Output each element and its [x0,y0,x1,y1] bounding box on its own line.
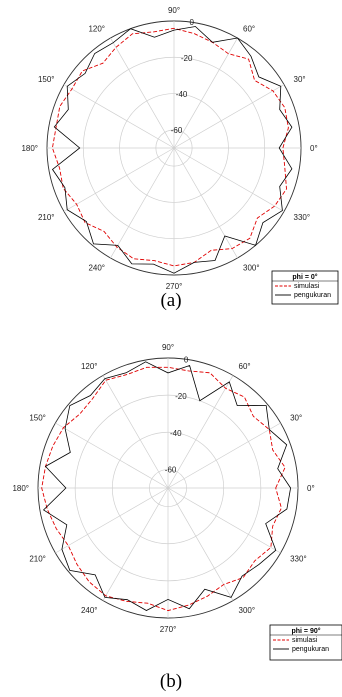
grid-spoke [102,487,169,601]
angle-tick-label: 120° [88,24,105,33]
angle-tick-label: 60° [239,362,251,371]
angle-tick-label: 210° [38,213,55,222]
series-line-simulasi [41,366,286,612]
angle-tick-label: 150° [38,75,55,84]
grid-spoke [110,147,175,259]
radial-tick-labels-a: 0 -20 -40 -60 [171,18,195,135]
radial-tick-label: 0 [189,18,194,27]
angle-tick-label: 270° [160,625,177,634]
polar-chart-a: 0° 30° 60° 90° 120° 150° 180° 210° 240° 270° 300° 3… [21,6,339,311]
angle-tick-labels-a: 0° 30° 60° 90° 120° 150° 180° 210° 240° 270° 300° 3… [21,6,317,291]
angle-tick-label: 330° [294,213,311,222]
legend-label-pengukuran-b: pengukuran [292,646,329,653]
series-line-simulasi [51,27,289,267]
grid-spoke [167,375,234,489]
grid-spoke [167,487,281,554]
angle-tick-label: 120° [81,362,98,371]
radial-tick-label: -20 [175,392,187,401]
radial-tick-label: -60 [165,466,177,475]
grid-spoke [167,487,234,601]
caption-a: (a) [160,290,181,311]
grid-spoke [63,84,175,149]
grid-spoke [173,37,238,149]
angle-tick-label: 90° [168,6,180,15]
radial-tick-label: -60 [171,126,183,135]
angle-tick-label: 270° [166,282,183,291]
radial-tick-label: -40 [170,429,182,438]
grid-spoke [167,422,281,489]
grid-spoke [55,487,169,554]
angle-tick-label: 30° [294,75,306,84]
angle-tick-label: 30° [290,414,302,423]
legend-label-simulasi-a: simulasi [294,283,320,290]
legend-b: phi = 90° simulasi pengukuran [269,624,342,661]
radial-tick-labels-b: 0 -20 -40 -60 [165,355,189,474]
grid-spoke [102,375,169,489]
legend-label-pengukuran-a: pengukuran [294,292,331,299]
series-group-a [51,26,293,274]
angle-tick-label: 300° [243,264,260,273]
grid-spoke [63,147,175,212]
radial-tick-label: 0 [184,355,189,364]
angle-tick-label: 90° [162,343,174,352]
angle-tick-label: 60° [243,24,255,33]
legend-box-b [269,624,342,661]
angle-tick-label: 180° [21,144,38,153]
legend-title-b: phi = 90° [291,627,320,635]
grid-spoke [173,147,285,212]
angle-tick-label: 180° [12,484,29,493]
angle-tick-label: 0° [307,484,315,493]
grid-spoke [173,84,285,149]
angle-tick-label: 240° [81,606,98,615]
caption-b: (b) [160,671,182,692]
series-line-pengukuran [51,26,293,274]
legend-label-simulasi-b: simulasi [292,637,318,644]
legend-box-a [271,270,339,305]
angle-tick-label: 240° [88,264,105,273]
angle-tick-label: 0° [310,144,318,153]
radial-tick-label: -40 [176,90,188,99]
polar-grid-a [46,20,302,276]
polar-chart-b: 0° 30° 60° 90° 120° 150° 180° 210° 240° 270° 300° 3… [12,343,342,692]
angle-tick-label: 300° [239,606,256,615]
polar-grid-b [37,357,299,619]
grid-spoke [110,37,175,149]
grid-spoke [55,422,169,489]
series-line-pengukuran [42,361,292,611]
radial-tick-label: -20 [181,54,193,63]
angle-tick-label: 150° [29,414,46,423]
legend-title-a: phi = 0° [292,273,317,281]
legend-a: phi = 0° simulasi pengukuran [271,270,339,305]
angle-tick-label: 330° [290,555,307,564]
series-group-b [41,361,292,612]
angle-tick-labels-b: 0° 30° 60° 90° 120° 150° 180° 210° 240° 270° 300° 3… [12,343,314,634]
grid-spoke [173,147,238,259]
angle-tick-label: 210° [29,555,46,564]
